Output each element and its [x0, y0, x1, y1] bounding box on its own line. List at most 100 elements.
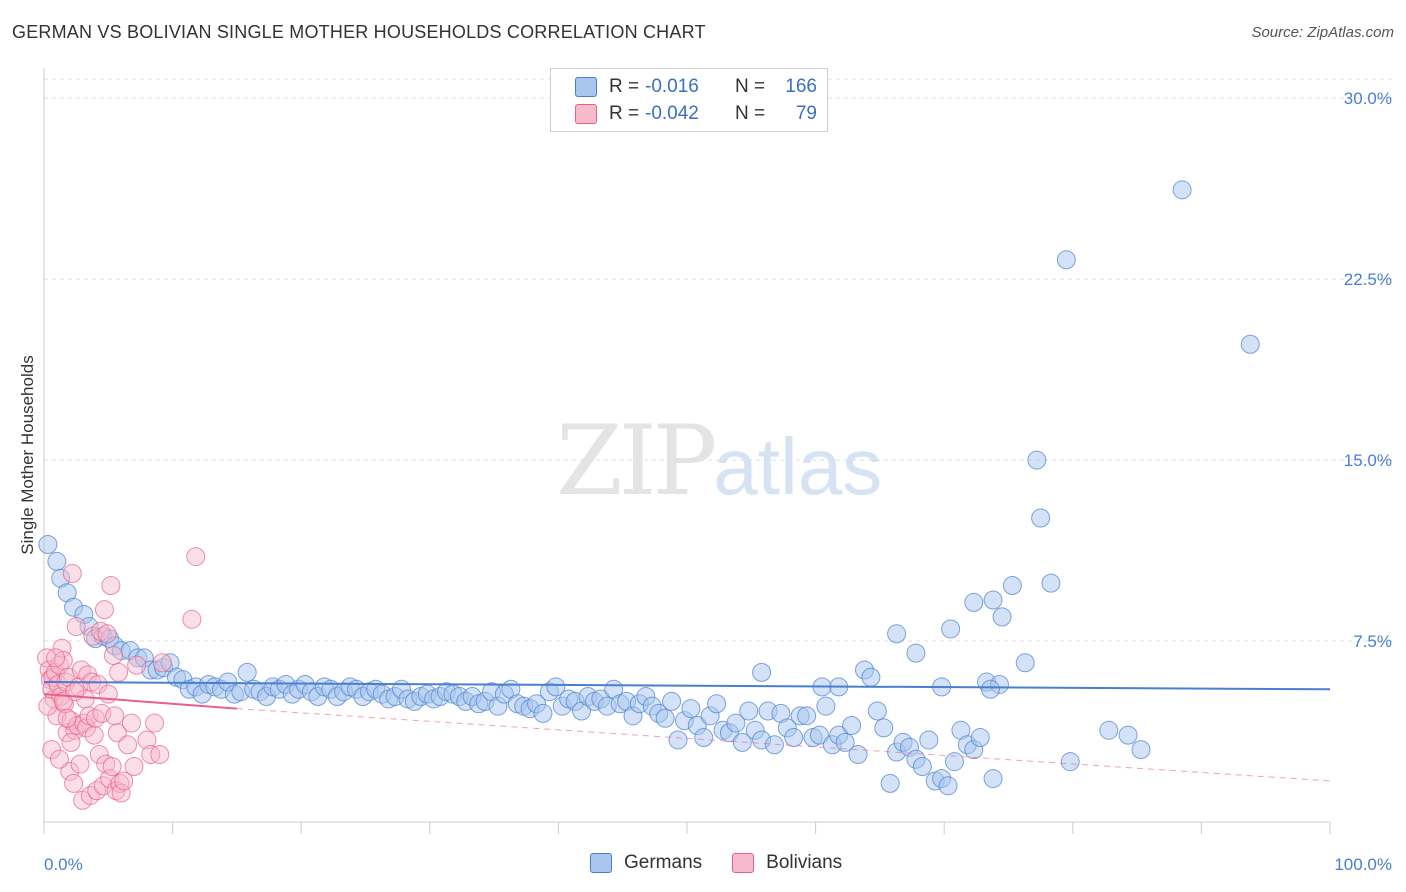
- bolivians-point: [103, 646, 123, 666]
- bolivians-point: [87, 781, 107, 801]
- bolivians-point: [46, 648, 66, 668]
- germans-point: [983, 590, 1003, 610]
- germans-point: [867, 701, 887, 721]
- bolivians-point: [85, 708, 105, 728]
- bolivians-point: [49, 749, 69, 769]
- germans-point: [1240, 334, 1260, 354]
- series-legend-bolivians[interactable]: Bolivians: [732, 852, 842, 874]
- germans-point: [1002, 576, 1022, 596]
- x-tick-label-max: 100.0%: [1334, 855, 1392, 874]
- bolivians-point: [57, 723, 77, 743]
- germans-point: [1060, 752, 1080, 772]
- legend-n-label: N =: [735, 76, 766, 97]
- bolivians-point: [102, 757, 122, 777]
- germans-point: [880, 773, 900, 793]
- germans-point: [655, 708, 675, 728]
- x-tick-label-min: 0.0%: [44, 855, 83, 874]
- bolivians-point: [105, 706, 125, 726]
- germans-point: [887, 624, 907, 644]
- germans-point: [1027, 450, 1047, 470]
- germans-point: [1031, 508, 1051, 528]
- germans-point: [835, 732, 855, 752]
- legend-r-value: -0.016: [645, 76, 699, 97]
- germans-point: [861, 667, 881, 687]
- bolivians-point: [71, 660, 91, 680]
- germans-point: [906, 643, 926, 663]
- germans-point: [1015, 653, 1035, 673]
- bolivians-point: [84, 725, 104, 745]
- correlation-legend: R = -0.016 N = 166 R = -0.042 N = 79: [550, 68, 828, 132]
- chart-title: GERMAN VS BOLIVIAN SINGLE MOTHER HOUSEHO…: [12, 22, 706, 42]
- germans-point: [992, 607, 1012, 627]
- germans-point: [1172, 180, 1192, 200]
- bolivians-point: [114, 771, 134, 791]
- legend-n-label: N =: [735, 103, 766, 124]
- germans-point: [38, 535, 58, 555]
- bolivians-point: [61, 732, 81, 752]
- watermark-zip: ZIP: [556, 405, 717, 517]
- germans-trend-line: [43, 681, 1331, 691]
- germans-point: [938, 776, 958, 796]
- germans-point: [874, 718, 894, 738]
- series-legend-germans[interactable]: Germans: [590, 852, 702, 874]
- bolivians-point: [121, 713, 141, 733]
- bolivians-point: [111, 783, 131, 803]
- germans-point: [1041, 573, 1061, 593]
- bolivians-point: [127, 655, 147, 675]
- germans-point: [970, 728, 990, 748]
- bolivians-point: [66, 617, 86, 637]
- germans-point: [912, 757, 932, 777]
- bolivians-point: [118, 735, 138, 755]
- bolivians-point: [89, 744, 109, 764]
- germans-point: [983, 769, 1003, 789]
- germans-point: [752, 662, 772, 682]
- germans-point: [694, 728, 714, 748]
- germans-point: [809, 725, 829, 745]
- germans-point: [726, 713, 746, 733]
- bolivians-point: [97, 624, 117, 644]
- watermark: ZIPatlas: [556, 405, 882, 517]
- bolivians-point: [62, 563, 82, 583]
- germans-point: [919, 730, 939, 750]
- bolivians-point: [101, 576, 121, 596]
- bolivians-point: [88, 674, 108, 694]
- legend-n-value: 79: [795, 103, 817, 124]
- bolivians-point: [150, 744, 170, 764]
- bolivians-point: [152, 653, 172, 673]
- bolivians-point: [107, 723, 127, 743]
- germans-point: [980, 679, 1000, 699]
- legend-row-bolivians: R = -0.042 N = 79: [551, 100, 817, 128]
- germans-point: [546, 677, 566, 697]
- germans-point: [1118, 725, 1138, 745]
- bolivians-point: [52, 638, 72, 658]
- legend-r-label: R =: [609, 76, 640, 97]
- series-legend: Germans Bolivians: [590, 852, 872, 874]
- y-tick-label: 22.5%: [1344, 270, 1392, 289]
- legend-swatch-germans: [575, 77, 597, 97]
- germans-point: [941, 619, 961, 639]
- legend-swatch-bolivians: [575, 104, 597, 124]
- series-swatch-bolivians: [732, 853, 755, 873]
- y-tick-label: 7.5%: [1353, 632, 1392, 651]
- watermark-atlas: atlas: [713, 422, 883, 511]
- legend-n-value: 166: [785, 76, 817, 97]
- legend-row-germans: R = -0.016 N = 166: [551, 73, 817, 101]
- bolivians-point: [42, 740, 62, 760]
- y-tick-label: 30.0%: [1344, 89, 1392, 108]
- bolivians-point: [65, 682, 85, 702]
- series-label-germans: Germans: [624, 852, 703, 873]
- series-swatch-germans: [590, 853, 612, 873]
- bolivians-point: [70, 754, 90, 774]
- germans-point: [816, 696, 836, 716]
- bolivians-point: [109, 662, 129, 682]
- germans-point: [964, 592, 984, 612]
- bolivians-point: [94, 600, 114, 620]
- germans-point: [842, 715, 862, 735]
- bolivians-point: [38, 696, 58, 716]
- legend-r-label: R =: [609, 103, 640, 124]
- bolivians-point: [186, 547, 206, 567]
- legend-r-value: -0.042: [645, 103, 699, 124]
- germans-point: [237, 662, 257, 682]
- germans-point: [764, 735, 784, 755]
- series-label-bolivians: Bolivians: [766, 852, 843, 873]
